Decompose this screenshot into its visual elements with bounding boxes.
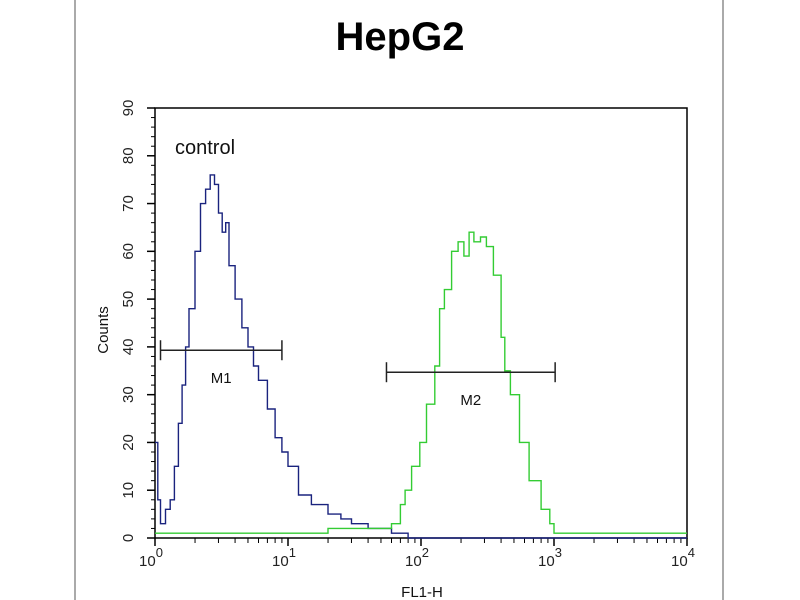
y-tick-label: 30 [120, 386, 137, 403]
x-tick-label: 100 [139, 545, 163, 570]
plot-area [154, 107, 688, 539]
markers-group: M1 M2 [159, 340, 556, 409]
control-annotation: control [175, 137, 235, 159]
marker-label: M1 [211, 370, 232, 387]
series-group [155, 174, 687, 539]
chart-title: HepG2 [336, 15, 465, 59]
y-tick-label: 20 [120, 434, 137, 451]
sample-histogram [155, 231, 687, 534]
y-tick-label: 10 [120, 482, 137, 499]
y-tick-label: 60 [120, 243, 137, 260]
x-axis: 100 101 102 103 104 [139, 538, 695, 570]
x-tick-label: 104 [671, 545, 695, 570]
y-axis-label: Counts [95, 306, 112, 354]
marker-label: M2 [460, 392, 481, 409]
y-tick-label: 40 [120, 339, 137, 356]
y-tick-label: 70 [120, 195, 137, 212]
x-tick-label: 103 [538, 545, 562, 570]
y-tick-label: 80 [120, 147, 137, 164]
y-axis: 0 10 20 30 40 50 60 70 80 90 [120, 100, 155, 542]
x-tick-label: 102 [405, 545, 429, 570]
y-tick-label: 0 [120, 534, 137, 542]
control-histogram [155, 174, 687, 539]
y-tick-label: 90 [120, 100, 137, 117]
x-tick-label: 101 [272, 545, 296, 570]
y-tick-label: 50 [120, 291, 137, 308]
x-axis-label: FL1-H [401, 584, 443, 600]
